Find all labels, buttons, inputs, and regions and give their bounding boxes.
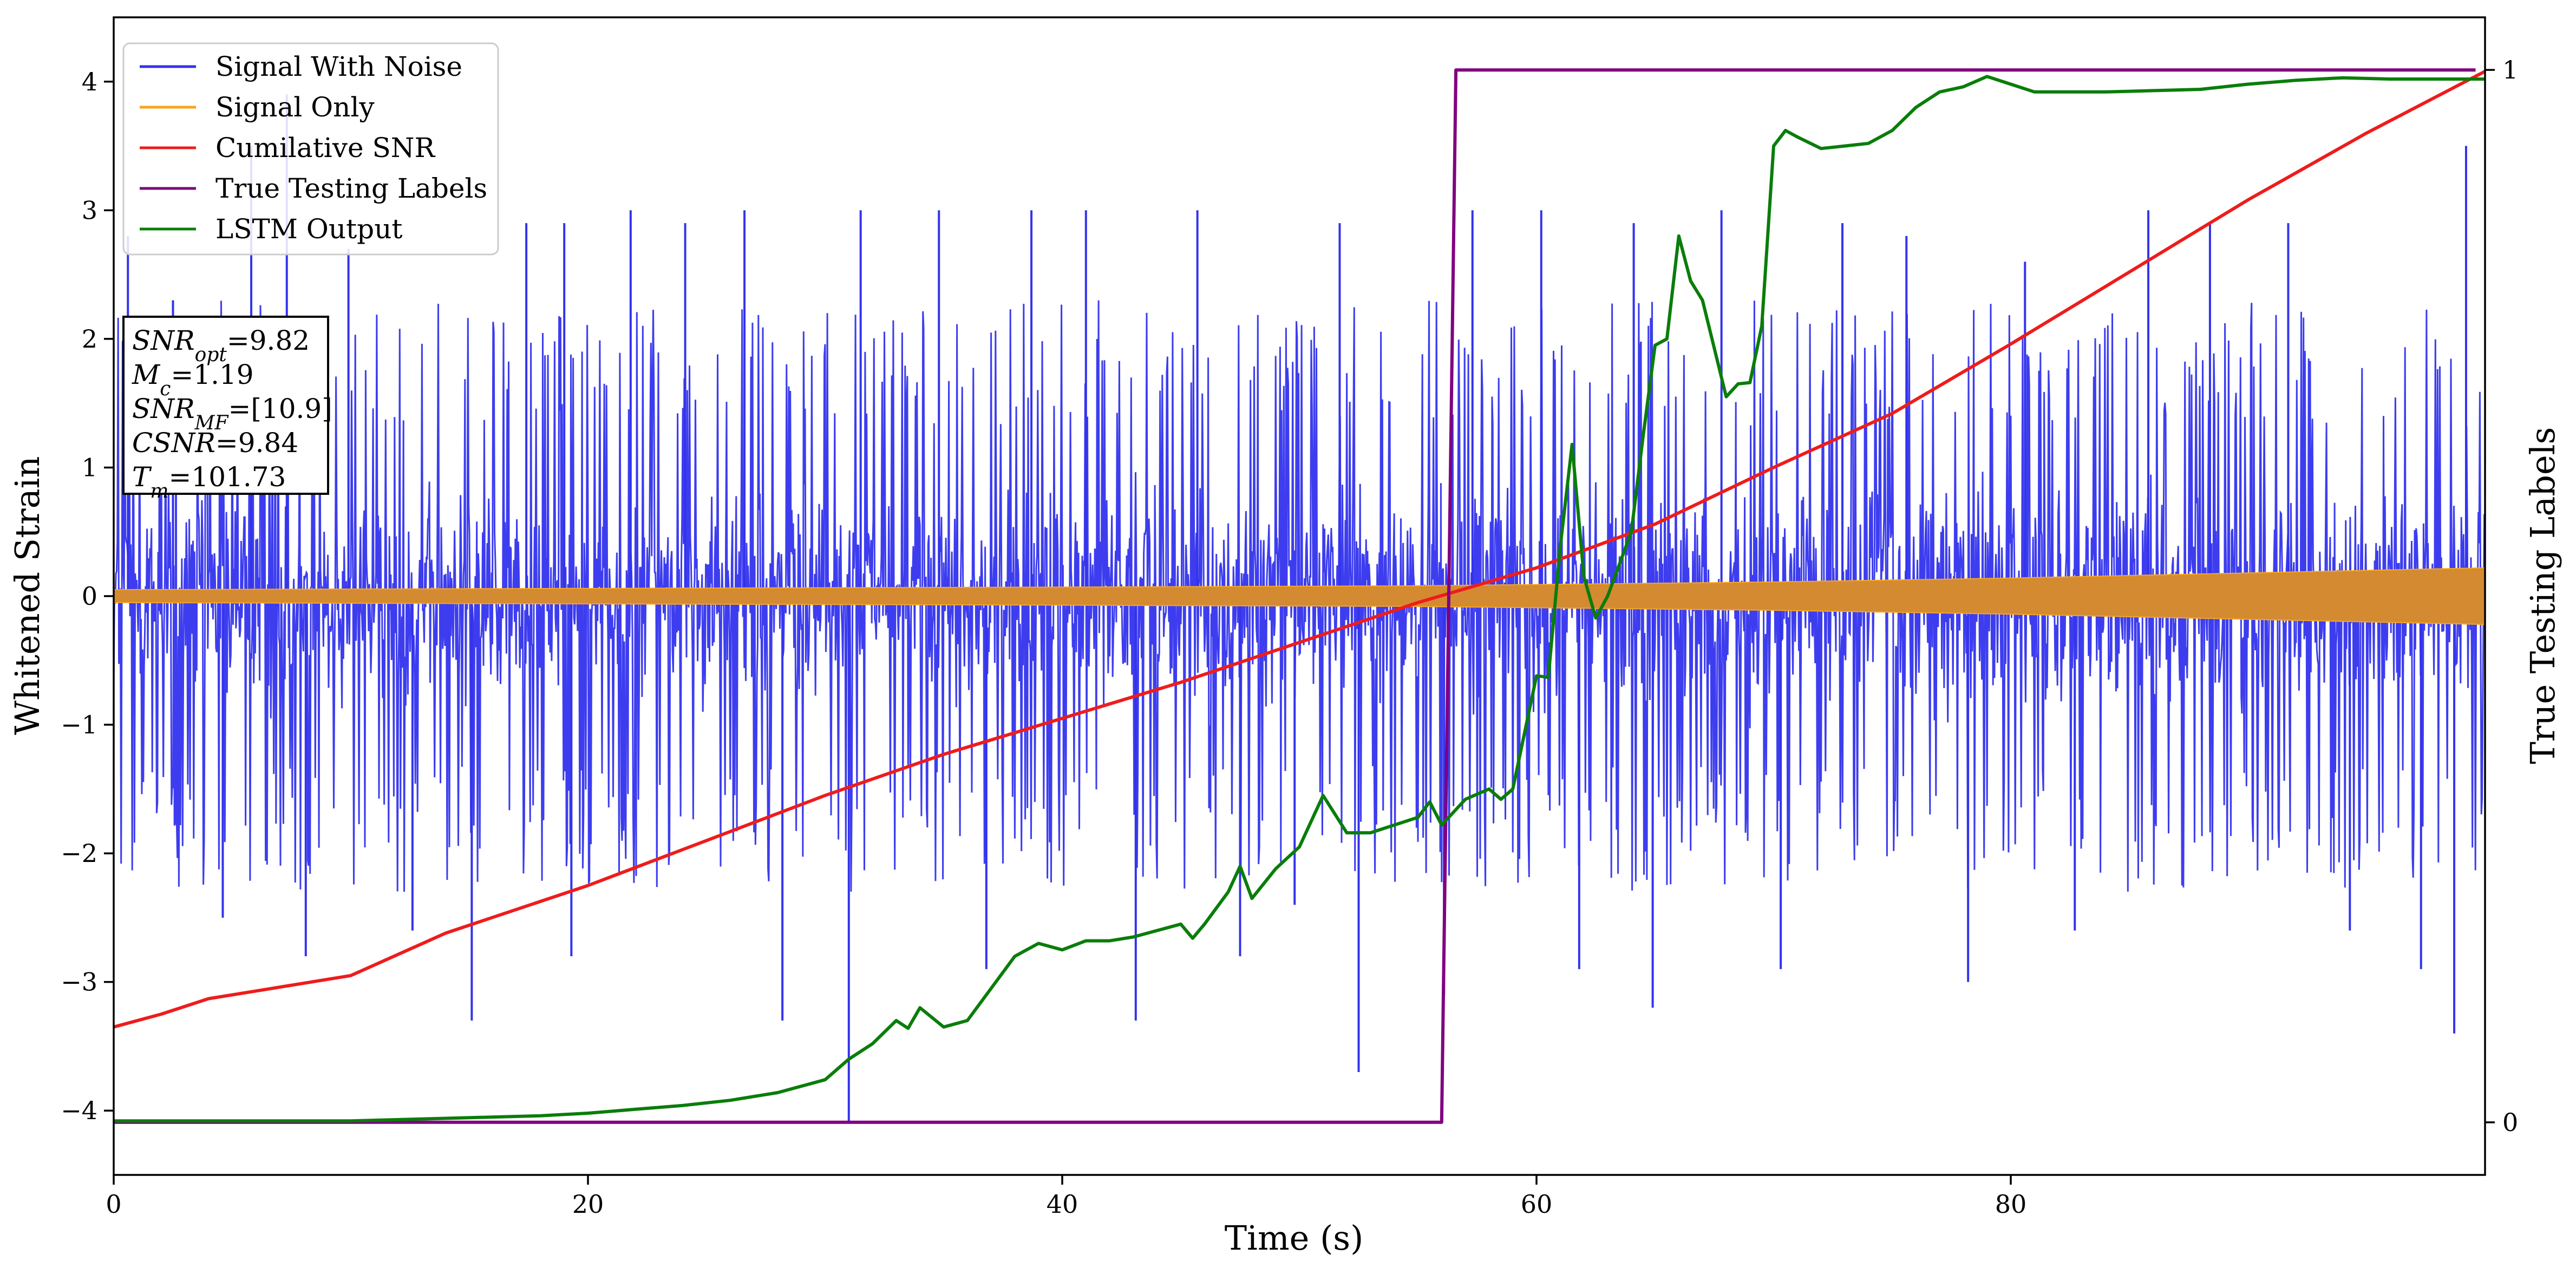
legend: Signal With Noise Signal Only Cumilative… (122, 42, 499, 256)
legend-frame (122, 42, 499, 256)
series-true-testing-labels (114, 68, 2476, 1124)
y-tick-label: 2 (82, 324, 97, 354)
legend-label-cumulative-snr: Cumilative SNR (215, 132, 435, 164)
series-cumilative-snr (113, 70, 2486, 1029)
lstm-output-line (114, 75, 2485, 1123)
y-axis-label: Whitened Strain (8, 456, 47, 735)
y-tick-label: 0 (82, 582, 97, 611)
x-tick-label: 60 (1521, 1190, 1553, 1219)
y2-tick-label: 0 (2502, 1108, 2518, 1137)
y-tick-label: −4 (61, 1096, 97, 1125)
x-tick-label: 20 (572, 1190, 604, 1219)
plot-area (113, 68, 2486, 1124)
info-line-chirp-mass: Mc=1.19 (132, 359, 254, 400)
info-line-csnr: CSNR=9.84 (132, 427, 298, 459)
info-line-snr-opt: SNRopt=9.82 (132, 325, 310, 366)
series-signal-with-noise (113, 94, 2486, 1123)
legend-label-true-testing-labels: True Testing Labels (215, 173, 487, 204)
y-tick-label: 3 (82, 195, 97, 225)
y-tick-label: 4 (82, 67, 97, 96)
y-tick-label: 1 (82, 453, 97, 482)
info-box-frame (122, 316, 329, 495)
info-box: SNRopt=9.82 Mc=1.19 SNRMF=[10.9] CSNR=9.… (122, 316, 332, 502)
cumilative-snr-line (113, 70, 2486, 1029)
y2-axis-label: True Testing Labels (2523, 427, 2562, 765)
y2-tick-label: 1 (2502, 55, 2518, 84)
x-tick-label: 40 (1047, 1190, 1078, 1219)
series-lstm-output (114, 75, 2485, 1123)
legend-label-signal-with-noise: Signal With Noise (215, 51, 462, 82)
info-line-snr-mf: SNRMF=[10.9] (132, 393, 332, 434)
x-tick-label: 0 (106, 1190, 121, 1219)
true-testing-labels-line (114, 68, 2476, 1124)
legend-label-lstm-output: LSTM Output (215, 213, 402, 245)
noise-trace (113, 300, 2486, 892)
y-tick-label: −2 (61, 839, 97, 868)
y-tick-label: −1 (61, 710, 97, 740)
x-tick-label: 80 (1995, 1190, 2027, 1219)
y-tick-label: −3 (61, 968, 97, 997)
info-line-merger-time: Tm=101.73 (132, 461, 286, 502)
legend-label-signal-only: Signal Only (215, 92, 375, 123)
x-axis-label: Time (s) (1225, 1218, 1364, 1258)
